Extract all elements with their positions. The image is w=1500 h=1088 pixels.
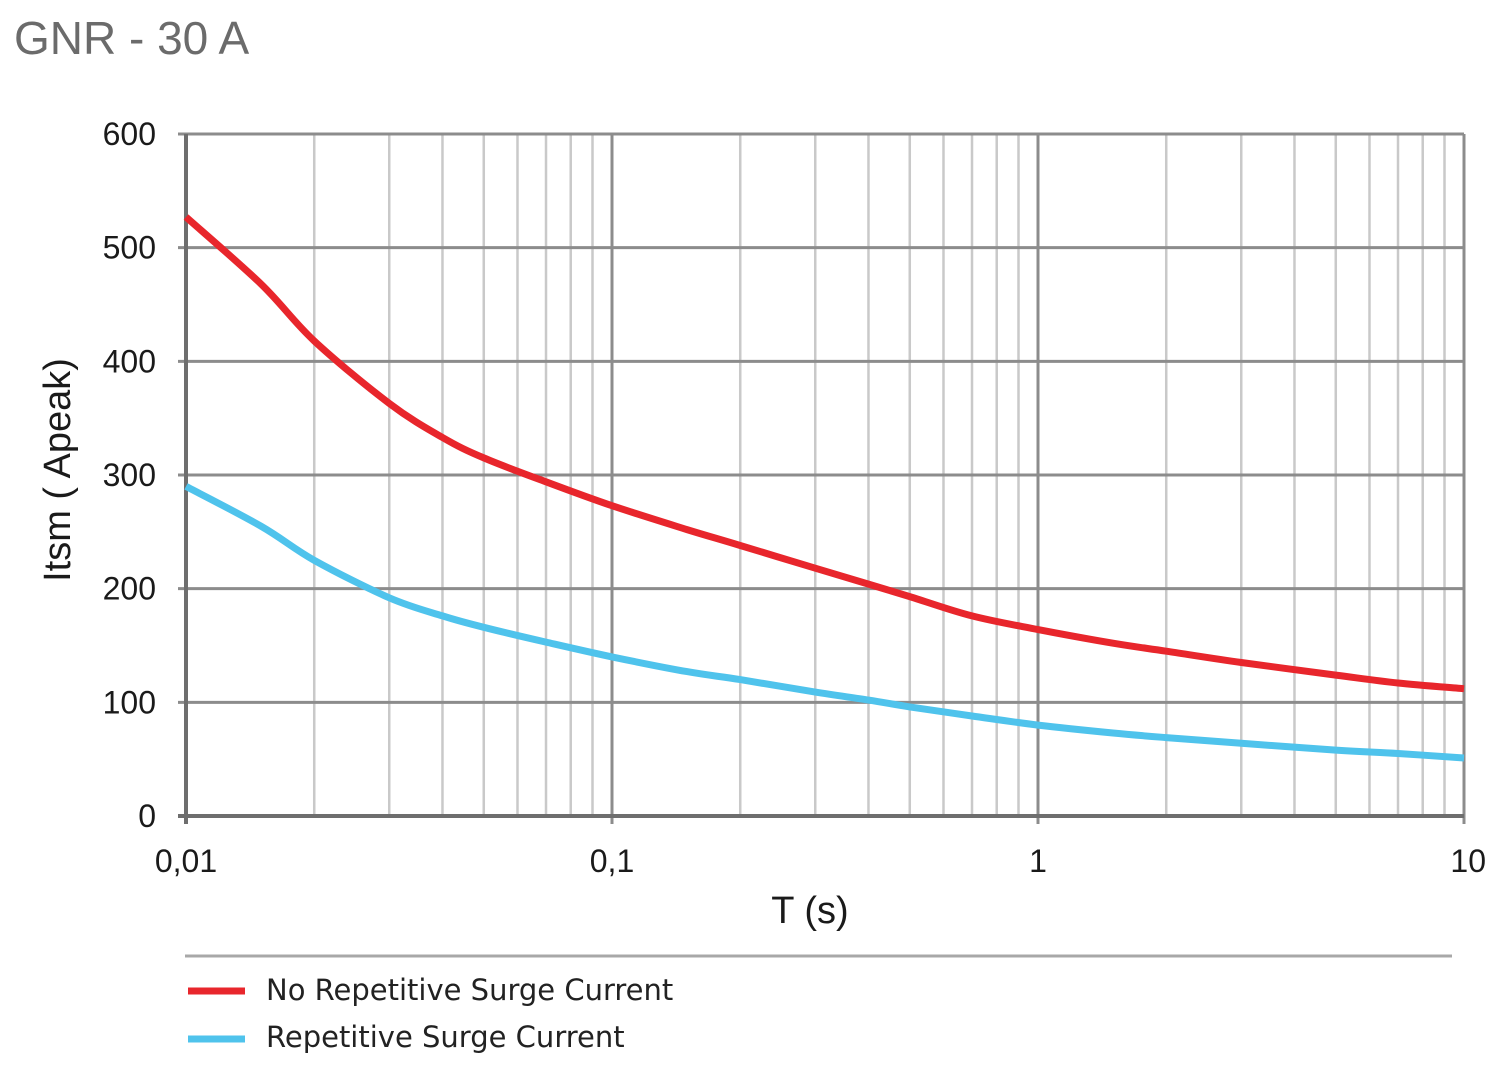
x-axis-title: T (s) <box>771 890 848 932</box>
legend: No Repetitive Surge Current Repetitive S… <box>188 973 673 1054</box>
y-axis-ticks: 0 100 200 300 400 500 600 <box>103 116 156 834</box>
y-tick-label: 300 <box>103 457 156 493</box>
legend-label-repetitive: Repetitive Surge Current <box>266 1020 625 1054</box>
plot-frame <box>178 134 1464 824</box>
y-tick-label: 400 <box>103 343 156 379</box>
y-tick-label: 100 <box>103 684 156 720</box>
grid-major-lines <box>178 132 1466 824</box>
x-tick-label: 0,1 <box>590 843 634 879</box>
y-tick-label: 0 <box>138 798 156 834</box>
y-tick-label: 200 <box>103 571 156 607</box>
chart-title: GNR - 30 A <box>14 12 250 64</box>
y-tick-label: 600 <box>103 116 156 152</box>
y-tick-label: 500 <box>103 230 156 266</box>
x-axis-ticks: 0,01 0,1 1 10 <box>155 843 1486 879</box>
x-tick-label: 10 <box>1450 843 1486 879</box>
series-lines <box>183 214 1465 762</box>
x-tick-label: 0,01 <box>155 843 217 879</box>
legend-label-no-repetitive: No Repetitive Surge Current <box>266 973 673 1007</box>
y-axis-title: Itsm ( Apeak) <box>37 358 79 582</box>
series-line-no-repetitive <box>183 214 1465 693</box>
series-line-repetitive <box>184 483 1465 762</box>
x-tick-label: 1 <box>1029 843 1047 879</box>
